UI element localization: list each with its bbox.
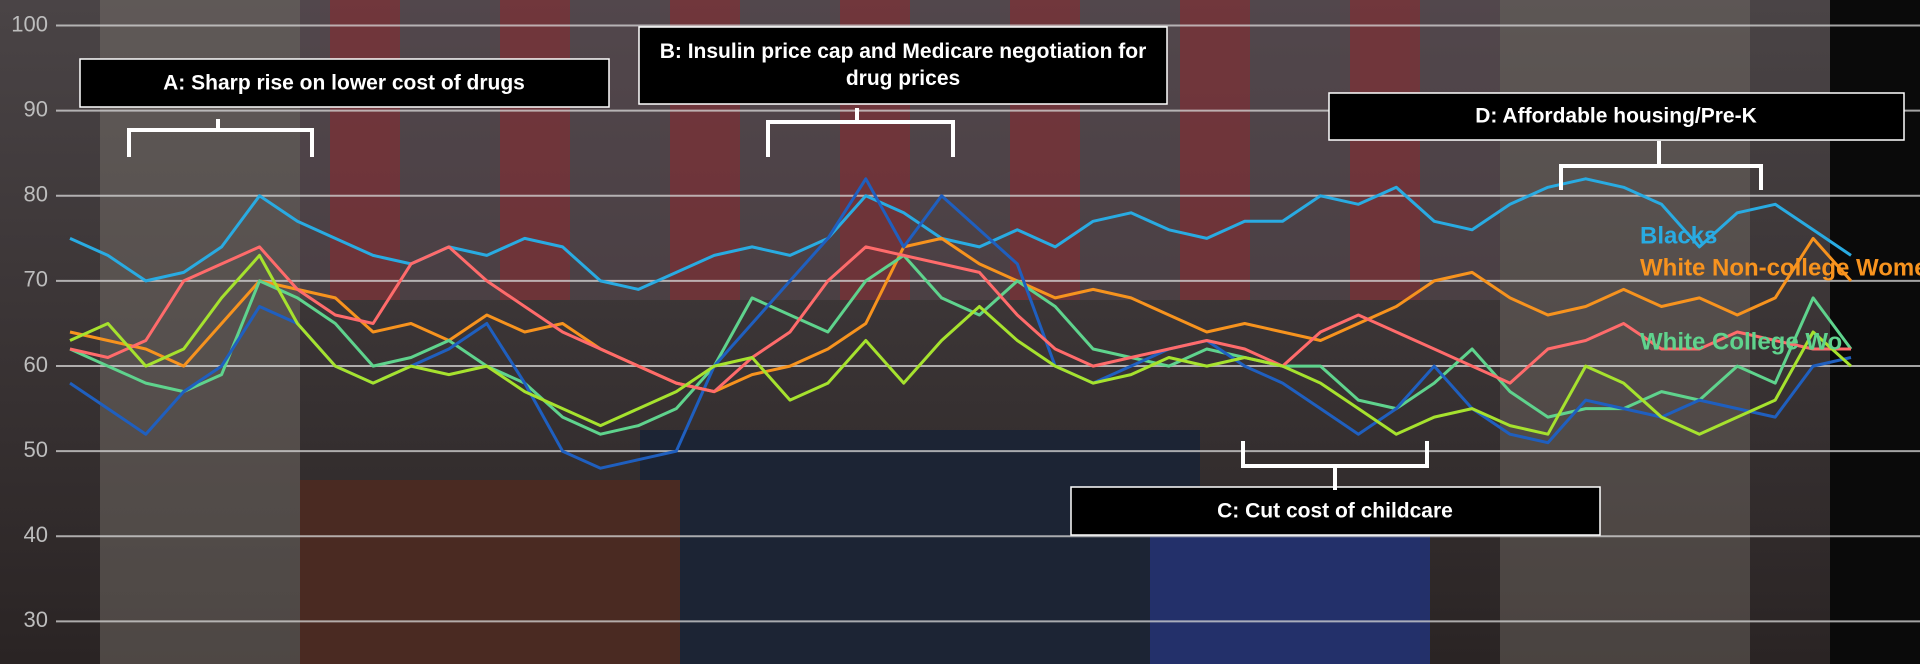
y-tick-label: 80 [24, 182, 48, 207]
annotation-text: A: Sharp rise on lower cost of drugs [163, 72, 525, 95]
y-tick-label: 50 [24, 437, 48, 462]
y-tick-label: 40 [24, 522, 48, 547]
chart: 30 40 50 60 70 80 90 100 Blacks White Non-colleg… [0, 0, 1920, 664]
y-tick-label: 70 [24, 267, 48, 292]
y-tick-label: 100 [11, 11, 48, 36]
annotation-text: D: Affordable housing/Pre-K [1475, 105, 1757, 128]
annotation-text-wrap: B: Insulin price cap and Medicare negoti… [649, 30, 1157, 102]
legend-label: White College Wo [1640, 328, 1842, 355]
legend-label: White Non-college Women [1640, 254, 1920, 281]
annotation-text: B: Insulin price cap and Medicare negoti… [649, 30, 1157, 92]
annotation-text: C: Cut cost of childcare [1217, 500, 1453, 523]
y-tick-label: 90 [24, 96, 48, 121]
y-tick-label: 30 [24, 607, 48, 632]
legend-label: Blacks [1640, 223, 1717, 250]
y-tick-label: 60 [24, 352, 48, 377]
